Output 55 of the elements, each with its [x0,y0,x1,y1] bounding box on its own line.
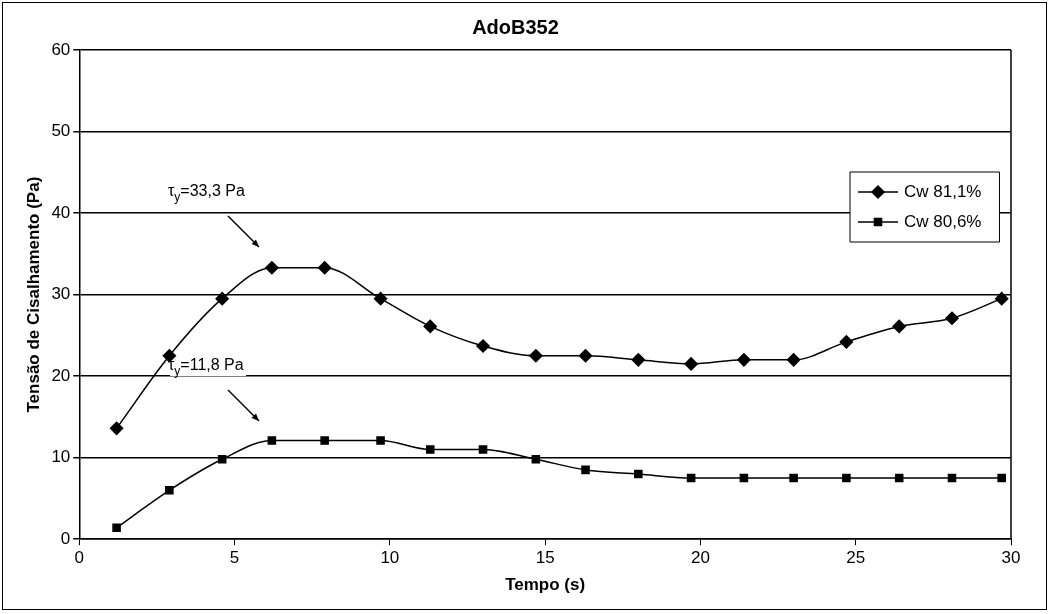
x-tick-label: 5 [229,548,240,568]
point [265,260,279,275]
point [634,469,643,479]
legend-label: Cw 81,1% [904,181,982,201]
x-tick-label: 10 [380,548,400,568]
y-tick-label: 0 [60,528,71,548]
point [994,291,1009,306]
point [631,353,646,367]
point [578,349,593,363]
point [376,436,385,445]
x-tick-label: 15 [535,548,555,568]
chart-title: AdoB352 [472,15,559,38]
y-tick-label: 50 [51,121,71,141]
point [789,473,798,483]
point [267,436,277,445]
x-tick-label: 25 [846,548,866,568]
point [842,473,851,483]
point [945,311,959,325]
point [478,445,488,454]
point [112,523,121,533]
point [476,339,490,353]
point [737,353,751,367]
point [739,473,749,483]
point [947,473,957,483]
point [165,485,174,495]
point [217,455,227,464]
x-tick-label: 20 [690,548,710,568]
x-axis-title: Tempo (s) [505,575,586,595]
y-tick-label: 10 [51,447,71,467]
y-tick-label: 20 [51,365,71,385]
point [320,436,329,445]
point [581,465,590,475]
x-tick-label: 0 [74,548,85,568]
point [786,353,801,367]
point [162,349,177,363]
legend-label: Cw 80,6% [904,211,982,231]
point [529,349,543,363]
point [839,335,854,349]
y-axis-title: Tensão de Cisalhamento (Pa) [23,176,43,413]
point [531,455,541,464]
point [894,473,904,483]
y-tick-label: 30 [51,284,71,304]
point [425,445,435,454]
point [892,319,906,334]
point [686,473,696,483]
y-tick-label: 60 [51,39,71,59]
y-tick-label: 40 [51,202,71,222]
point [109,421,124,436]
x-tick-label: 30 [1001,548,1021,568]
point [423,319,437,334]
point [997,473,1006,483]
point [215,291,229,306]
point [373,291,388,306]
point [684,357,698,371]
point [317,260,332,275]
